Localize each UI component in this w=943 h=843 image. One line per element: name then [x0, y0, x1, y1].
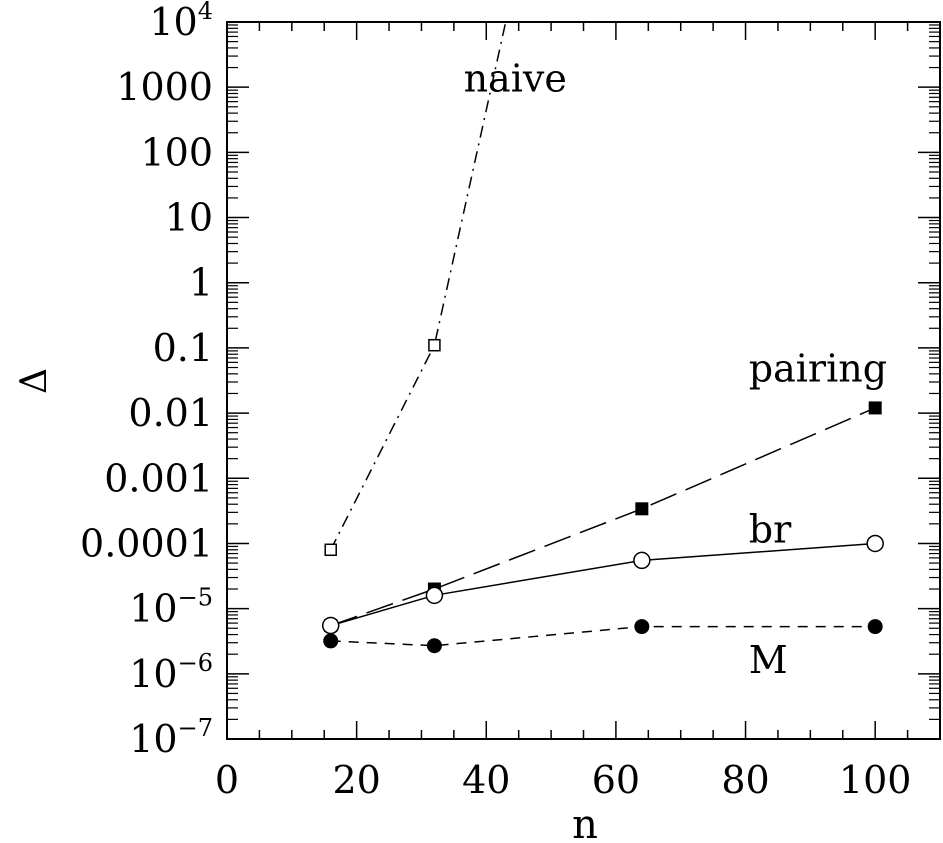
- y-tick-label-exponent: −7: [178, 714, 213, 742]
- y-tick-label-base: 10: [149, 0, 197, 44]
- data-point-M: [867, 619, 883, 635]
- series-label-br: br: [749, 507, 792, 551]
- y-tick-label: 10−7: [129, 714, 213, 761]
- y-tick-label-base: 0.001: [104, 456, 213, 500]
- y-tick-label: 10−5: [129, 584, 213, 631]
- y-tick-label-base: 10: [129, 652, 177, 696]
- x-tick-label: 40: [462, 758, 510, 802]
- data-point-br: [321, 616, 340, 635]
- y-tick-label-base: 10: [129, 587, 177, 631]
- data-point-naive: [324, 543, 337, 557]
- series-br: [321, 534, 884, 635]
- series-line-M: [330, 625, 876, 647]
- series-pairing: [324, 401, 882, 633]
- y-tick-label: 104: [149, 0, 213, 44]
- y-tick-label: 0.1: [153, 326, 213, 370]
- y-tick-label-exponent: 4: [198, 0, 213, 25]
- y-tick-label: 0.0001: [80, 521, 213, 565]
- series-layer: [321, 21, 884, 654]
- data-point-br: [866, 534, 884, 553]
- data-point-pairing: [868, 401, 882, 415]
- y-tick-label: 1000: [116, 65, 213, 109]
- x-tick-label: 20: [332, 758, 380, 802]
- y-tick-label-exponent: −6: [178, 649, 213, 677]
- y-tick-label: 10−6: [129, 649, 213, 696]
- x-tick-label: 100: [839, 758, 912, 802]
- data-point-M: [426, 638, 442, 654]
- y-tick-label-base: 100: [140, 130, 213, 174]
- y-tick-label-base: 0.01: [128, 391, 213, 435]
- series-label-naive: naive: [464, 57, 567, 101]
- y-tick-label: 0.01: [128, 391, 213, 435]
- y-tick-label-base: 1000: [116, 65, 213, 109]
- y-axis-label: Δ: [14, 368, 55, 394]
- y-tick-label: 0.001: [104, 456, 213, 500]
- series-naive: [324, 21, 507, 557]
- data-point-br: [425, 586, 444, 605]
- series-label-pairing: pairing: [749, 347, 887, 391]
- x-tick-labels: 0 20 40 60 80 100: [215, 758, 912, 802]
- series-M: [323, 619, 883, 654]
- data-point-M: [634, 619, 650, 635]
- y-tick-label-exponent: −5: [178, 584, 213, 612]
- y-tick-label-base: 0.0001: [80, 521, 213, 565]
- series-line-naive: [330, 21, 507, 551]
- data-point-M: [323, 633, 339, 649]
- series-line-br: [330, 542, 876, 627]
- data-point-br: [633, 551, 651, 570]
- x-tick-label: 60: [592, 758, 640, 802]
- plot-frame: [226, 21, 941, 740]
- y-tick-label: 10: [165, 196, 213, 240]
- series-label-M: M: [749, 638, 788, 682]
- y-tick-label: 100: [140, 130, 213, 174]
- data-point-naive: [428, 338, 441, 352]
- y-tick-label-base: 10: [165, 196, 213, 240]
- x-axis-label: n: [572, 802, 598, 843]
- data-point-pairing: [635, 502, 649, 516]
- y-tick-label-base: 10: [129, 717, 177, 761]
- series-line-pairing: [330, 407, 876, 627]
- x-tick-label: 80: [721, 758, 769, 802]
- y-tick-labels: 10−710−610−50.00010.0010.010.11101001000…: [80, 0, 213, 761]
- x-tick-label: 0: [215, 758, 239, 802]
- y-tick-label: 1: [189, 261, 213, 305]
- series-labels: naive pairing br M: [464, 57, 887, 682]
- y-tick-label-base: 1: [189, 261, 213, 305]
- y-tick-label-base: 0.1: [153, 326, 213, 370]
